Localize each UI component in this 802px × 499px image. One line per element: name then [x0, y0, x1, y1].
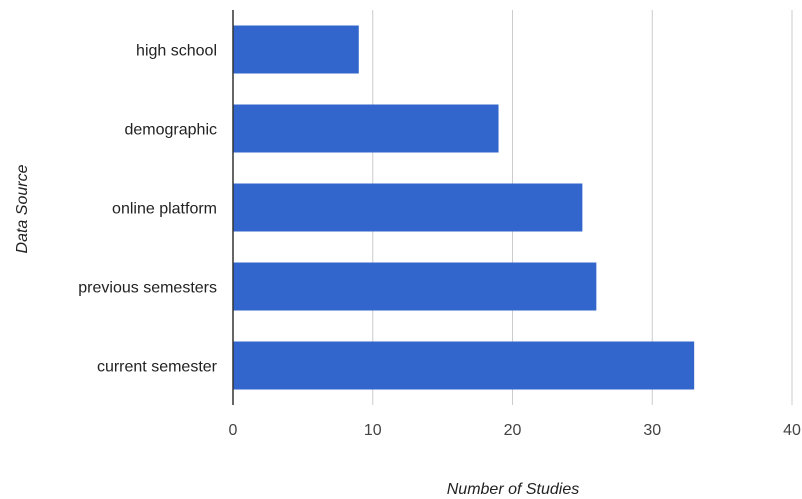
bar-demographic [233, 104, 499, 153]
category-label-high-school: high school [136, 43, 217, 60]
bar-current-semester [233, 341, 695, 390]
category-label-current-semester: current semester [97, 359, 218, 376]
bar-previous-semesters [233, 262, 597, 311]
x-tick-label-30: 30 [643, 422, 661, 439]
x-axis-title: Number of Studies [447, 481, 580, 498]
category-label-online-platform: online platform [112, 201, 217, 218]
category-label-demographic: demographic [125, 122, 218, 139]
y-axis-title: Data Source [14, 164, 31, 253]
bars [233, 25, 695, 390]
bar-online-platform [233, 183, 583, 232]
category-label-previous-semesters: previous semesters [78, 280, 217, 297]
x-tick-label-40: 40 [783, 422, 801, 439]
bar-high-school [233, 25, 359, 74]
x-tick-label-0: 0 [229, 422, 238, 439]
labels: 0 10 20 30 40 high school demographic online pl… [78, 43, 801, 440]
x-tick-label-10: 10 [364, 422, 382, 439]
x-tick-label-20: 20 [504, 422, 522, 439]
